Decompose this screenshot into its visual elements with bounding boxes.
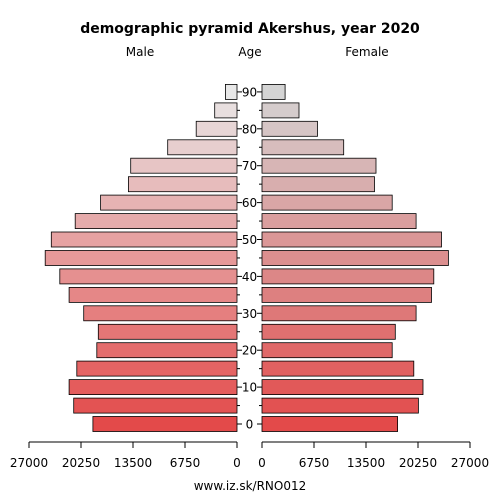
female-bar-50-54 <box>261 231 442 248</box>
axes-group: 0 10 20 30 40 50 60 70 80 90 27000 20250 13500 6750 0 0… <box>10 85 489 470</box>
female-bar-70-74 <box>261 157 377 174</box>
female-bar-45-49 <box>261 250 449 266</box>
age-tick-label-70: 70 <box>242 159 257 173</box>
age-tick-label-10: 10 <box>242 381 257 395</box>
male-bar-10-14 <box>68 379 238 396</box>
x-tick-label-left-1: 20250 <box>62 456 100 470</box>
age-tick-label-60: 60 <box>242 196 257 210</box>
male-bar-55-59 <box>74 213 238 230</box>
female-bar-85-89 <box>261 102 300 119</box>
female-bar-55-59 <box>261 213 417 230</box>
male-bar-40-44 <box>59 268 238 285</box>
male-bar-60-64 <box>100 194 238 211</box>
female-bar-90+ <box>261 84 286 100</box>
male-bar-65-69 <box>127 176 238 193</box>
male-bar-50-54 <box>50 231 238 248</box>
chart-title: demographic pyramid Akershus, year 2020 <box>80 21 420 37</box>
male-bar-5-9 <box>73 397 238 414</box>
male-bar-90+ <box>224 84 238 100</box>
male-bar-25-29 <box>97 323 238 340</box>
x-tick-label-left-4: 0 <box>233 456 241 470</box>
female-bar-35-39 <box>261 286 432 303</box>
x-tick-label-left-2: 13500 <box>114 456 152 470</box>
female-bar-20-24 <box>261 342 393 359</box>
male-label: Male <box>126 45 154 59</box>
female-label: Female <box>345 45 388 59</box>
male-bar-75-79 <box>167 139 238 156</box>
age-tick-label-20: 20 <box>242 344 257 358</box>
male-bar-45-49 <box>44 250 238 266</box>
age-tick-label-90: 90 <box>242 85 257 99</box>
male-bar-70-74 <box>130 157 238 174</box>
x-tick-label-right-4: 27000 <box>451 456 489 470</box>
x-tick-label-right-0: 0 <box>258 456 266 470</box>
age-tick-label-0: 0 <box>246 418 254 432</box>
footer-source: www.iz.sk/RNO012 <box>194 479 307 493</box>
male-bar-35-39 <box>68 286 238 303</box>
age-tick-label-80: 80 <box>242 122 257 136</box>
age-tick-label-30: 30 <box>242 307 257 321</box>
female-bar-80-84 <box>261 120 318 137</box>
age-label: Age <box>238 45 261 59</box>
male-bar-30-34 <box>83 305 238 322</box>
female-bar-15-19 <box>261 360 415 377</box>
x-tick-label-right-3: 20250 <box>399 456 437 470</box>
female-bar-75-79 <box>261 139 345 156</box>
x-tick-label-right-1: 6750 <box>299 456 330 470</box>
female-bar-25-29 <box>261 323 396 340</box>
female-bar-60-64 <box>261 194 393 211</box>
male-bar-20-24 <box>96 342 238 359</box>
female-bar-0-4 <box>261 416 399 432</box>
x-tick-label-right-2: 13500 <box>347 456 385 470</box>
x-tick-label-left-0: 27000 <box>10 456 48 470</box>
x-tick-label-left-3: 6750 <box>170 456 201 470</box>
female-bar-5-9 <box>261 397 419 414</box>
female-bar-40-44 <box>261 268 435 285</box>
male-bar-80-84 <box>195 120 238 137</box>
bars-group <box>44 84 449 432</box>
age-tick-label-50: 50 <box>242 233 257 247</box>
male-bar-85-89 <box>214 102 238 119</box>
male-bar-15-19 <box>76 360 238 377</box>
female-bar-30-34 <box>261 305 417 322</box>
male-bar-0-4 <box>92 416 238 432</box>
age-tick-label-40: 40 <box>242 270 257 284</box>
female-bar-65-69 <box>261 176 375 193</box>
female-bar-10-14 <box>261 379 424 396</box>
